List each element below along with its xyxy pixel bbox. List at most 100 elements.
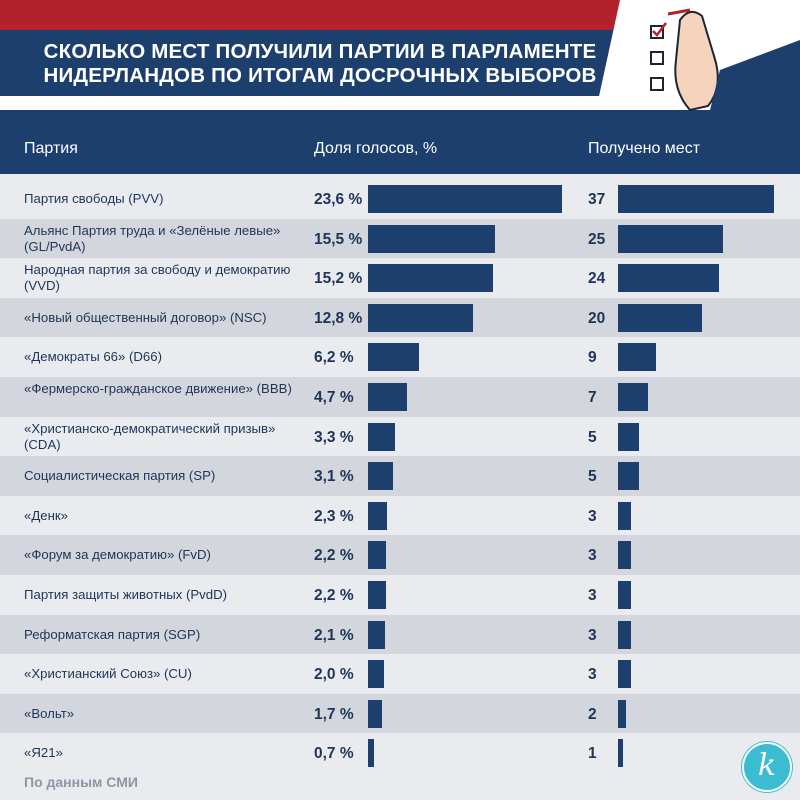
seats-bar (618, 343, 656, 372)
source-note: По данным СМИ (24, 774, 138, 790)
seats-bar (618, 541, 631, 570)
seats-label: 37 (588, 191, 606, 208)
seats-bar (618, 581, 631, 609)
header-seats: Получено мест (588, 140, 701, 157)
table-row: «Демократы 66» (D66) 6,2 % 9 (0, 337, 800, 378)
vote-share-label: 3,3 % (314, 428, 354, 446)
vote-share-bar (368, 739, 374, 768)
table-row: «Новый общественный договор» (NSC) 12,8 %… (0, 297, 800, 338)
vote-share-bar (368, 660, 385, 689)
vote-share-bar (368, 303, 474, 332)
vote-share-label: 6,2 % (314, 349, 354, 367)
vote-share-bar (368, 185, 562, 213)
table-row: «Христианский Союз» (CU) 2,0 % 3 (0, 654, 800, 695)
seats-label: 20 (588, 309, 606, 327)
seats-bar (618, 303, 703, 332)
vote-share-bar (368, 422, 396, 451)
seats-label: 1 (588, 745, 597, 763)
party-name: Партия защиты животных (PvdD) (24, 587, 228, 602)
checklist-icon (650, 22, 667, 91)
vote-share-label: 4,7 % (314, 389, 354, 406)
seats-bar (618, 699, 627, 728)
vote-share-label: 23,6 % (314, 191, 363, 208)
vote-share-bar (368, 501, 387, 530)
vote-share-bar (368, 264, 493, 293)
table-header: Партия Доля голосов, % Получено мест (0, 124, 800, 174)
seats-bar (618, 739, 623, 768)
vote-share-bar (368, 462, 394, 491)
party-name: «Христианско-демократический призыв» (CD… (24, 420, 276, 452)
vote-share-label: 3,1 % (314, 468, 354, 486)
vote-share-label: 2,2 % (314, 587, 354, 604)
seats-bar (618, 224, 724, 253)
vote-share-label: 2,2 % (314, 547, 354, 565)
party-name: Народная партия за свободу и демократию … (24, 262, 291, 294)
seats-label: 7 (588, 389, 597, 406)
seats-label: 3 (588, 587, 597, 604)
title-line-2: НИДЕРЛАНДОВ ПО ИТОГАМ ДОСРОЧНЫХ ВЫБОРОВ (43, 64, 597, 87)
seats-label: 3 (588, 626, 597, 644)
party-name: «Демократы 66» (D66) (24, 349, 162, 365)
seats-label: 3 (588, 547, 597, 565)
seats-bar (618, 264, 720, 293)
party-name: «Денк» (24, 507, 68, 523)
party-name: Социалистическая партия (SP) (24, 468, 216, 484)
seats-label: 3 (588, 507, 597, 525)
party-name: Альянс Партия труда и «Зелёные левые» (G… (24, 222, 281, 254)
table-row: Социалистическая партия (SP) 3,1 % 5 (0, 456, 800, 497)
vote-share-label: 15,2 % (314, 270, 363, 288)
header-votes: Доля голосов, % (314, 140, 438, 157)
party-name: Партия свободы (PVV) (24, 191, 164, 206)
party-name: «Новый общественный договор» (NSC) (24, 309, 267, 325)
vote-share-bar (368, 224, 496, 253)
vote-share-label: 2,0 % (314, 666, 354, 684)
vote-share-bar (368, 699, 382, 728)
seats-label: 5 (588, 468, 597, 486)
seats-bar (618, 501, 631, 530)
party-name: «Фермерско-гражданское движение» (BBB) (24, 381, 292, 396)
vote-share-bar (368, 620, 386, 649)
header-party: Партия (24, 140, 78, 157)
page-title: СКОЛЬКО МЕСТ ПОЛУЧИЛИ ПАРТИИ В ПАРЛАМЕНТ… (40, 40, 600, 88)
table-row: «Денк» 2,3 % 3 (0, 495, 800, 536)
vote-share-bar (368, 581, 387, 609)
seats-bar (618, 383, 648, 411)
seats-label: 5 (588, 428, 597, 446)
vote-share-label: 2,3 % (314, 507, 354, 525)
seats-bar (618, 185, 774, 213)
table-row: «Вольт» 1,7 % 2 (0, 693, 800, 734)
vote-share-bar (368, 343, 419, 372)
seats-bar (618, 620, 631, 649)
vote-share-label: 15,5 % (314, 230, 363, 248)
hand-icon (667, 8, 800, 112)
table-row: «Фермерско-гражданское движение» (BBB) 4,… (0, 377, 800, 417)
table-row: «Христианско-демократический призыв» (CD… (0, 416, 800, 457)
vote-share-label: 12,8 % (314, 309, 363, 327)
seats-label: 3 (588, 666, 597, 684)
table-row: Партия свободы (PVV) 23,6 % 37 (0, 179, 800, 219)
k-circle-logo: k (742, 742, 792, 792)
table-row: Народная партия за свободу и демократию … (0, 258, 800, 299)
party-name: «Христианский Союз» (CU) (24, 666, 192, 682)
table-row: «Я21» 0,7 % 1 (0, 733, 800, 774)
title-line-1: СКОЛЬКО МЕСТ ПОЛУЧИЛИ ПАРТИИ В ПАРЛАМЕНТ… (43, 40, 597, 63)
party-name: Реформатская партия (SGP) (24, 626, 201, 642)
table-row: Реформатская партия (SGP) 2,1 % 3 (0, 614, 800, 655)
header-banner: СКОЛЬКО МЕСТ ПОЛУЧИЛИ ПАРТИИ В ПАРЛАМЕНТ… (0, 0, 800, 124)
vote-share-bar (368, 541, 387, 570)
party-name: «Вольт» (24, 705, 75, 721)
seats-bar (618, 660, 631, 689)
party-name: «Я21» (24, 745, 63, 761)
seats-bar (618, 422, 640, 451)
table-row: Партия защиты животных (PvdD) 2,2 % 3 (0, 575, 800, 615)
seats-bar (618, 462, 640, 491)
vote-share-label: 2,1 % (314, 626, 354, 644)
seats-label: 9 (588, 349, 597, 367)
seats-label: 25 (588, 230, 606, 248)
vote-share-bar (368, 383, 407, 411)
flag-background (0, 0, 800, 124)
party-name: «Форум за демократию» (FvD) (24, 547, 211, 563)
vote-share-label: 1,7 % (314, 705, 354, 723)
seats-label: 2 (588, 705, 597, 723)
table-row: «Форум за демократию» (FvD) 2,2 % 3 (0, 535, 800, 576)
